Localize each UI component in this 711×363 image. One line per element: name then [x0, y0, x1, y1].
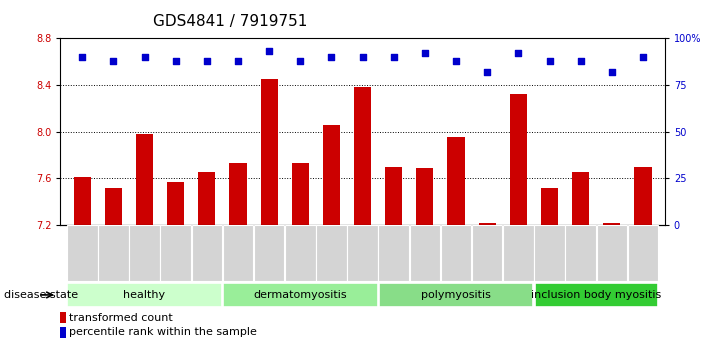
Point — [419, 50, 431, 56]
Bar — [385, 167, 402, 225]
Bar — [167, 182, 184, 225]
Bar — [254, 225, 284, 281]
Text: GDS4841 / 7919751: GDS4841 / 7919751 — [153, 14, 307, 29]
Text: transformed count: transformed count — [70, 313, 173, 323]
Bar — [410, 225, 440, 281]
Point — [201, 58, 213, 64]
Bar — [535, 283, 658, 307]
Text: healthy: healthy — [124, 290, 166, 300]
Bar — [98, 225, 129, 281]
Bar — [198, 172, 215, 225]
Point — [77, 54, 88, 60]
Point — [170, 58, 181, 64]
Point — [637, 54, 648, 60]
Bar — [129, 225, 160, 281]
Bar — [472, 225, 503, 281]
Bar — [628, 225, 658, 281]
Bar — [441, 225, 471, 281]
Bar — [565, 225, 596, 281]
Point — [326, 54, 337, 60]
Bar — [447, 138, 464, 225]
Point — [264, 48, 275, 54]
Bar — [603, 223, 621, 225]
Bar — [223, 283, 378, 307]
Bar — [74, 177, 91, 225]
Bar — [223, 225, 253, 281]
Bar — [510, 94, 527, 225]
Bar — [316, 225, 347, 281]
Bar — [572, 172, 589, 225]
Point — [606, 69, 618, 75]
Bar — [161, 225, 191, 281]
Bar — [597, 225, 627, 281]
Point — [388, 54, 400, 60]
Bar — [534, 225, 565, 281]
Text: dermatomyositis: dermatomyositis — [254, 290, 347, 300]
Point — [232, 58, 244, 64]
Bar — [261, 79, 278, 225]
Point — [107, 58, 119, 64]
Bar — [68, 283, 222, 307]
Point — [575, 58, 587, 64]
Bar — [230, 163, 247, 225]
Bar — [191, 225, 222, 281]
Bar — [285, 225, 316, 281]
Bar — [105, 188, 122, 225]
Bar — [60, 327, 66, 338]
Text: percentile rank within the sample: percentile rank within the sample — [70, 327, 257, 338]
Point — [450, 58, 461, 64]
Point — [139, 54, 150, 60]
Point — [357, 54, 368, 60]
Point — [513, 50, 524, 56]
Text: disease state: disease state — [4, 290, 77, 300]
Bar — [67, 225, 97, 281]
Point — [544, 58, 555, 64]
Bar — [378, 225, 409, 281]
Text: polymyositis: polymyositis — [421, 290, 491, 300]
Text: inclusion body myositis: inclusion body myositis — [531, 290, 661, 300]
Bar — [323, 125, 340, 225]
Bar — [541, 188, 558, 225]
Bar — [60, 313, 66, 323]
Bar — [634, 167, 651, 225]
Bar — [417, 168, 434, 225]
Bar — [292, 163, 309, 225]
Bar — [136, 134, 153, 225]
Bar — [503, 225, 534, 281]
Bar — [354, 87, 371, 225]
Point — [294, 58, 306, 64]
Bar — [479, 223, 496, 225]
Point — [481, 69, 493, 75]
Bar — [379, 283, 533, 307]
Bar — [348, 225, 378, 281]
